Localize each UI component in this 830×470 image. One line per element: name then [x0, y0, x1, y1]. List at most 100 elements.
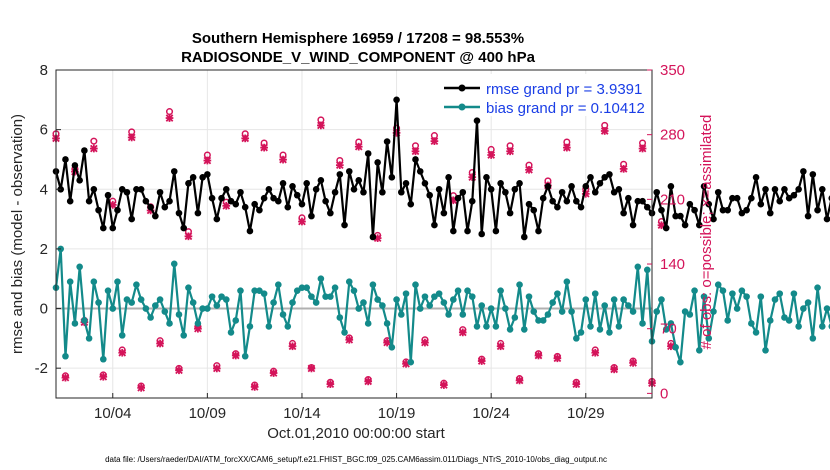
bias-point	[686, 311, 694, 318]
rmse-point	[118, 185, 126, 193]
bias-point	[696, 346, 703, 354]
bias-point	[464, 287, 471, 294]
obs-assimilated-marker	[591, 348, 600, 357]
rmse-point	[204, 171, 211, 178]
rmse-point	[161, 203, 169, 211]
bias-point	[591, 290, 599, 297]
bias-point	[308, 293, 315, 300]
obs-assimilated-marker	[496, 342, 505, 351]
rmse-point	[766, 209, 774, 217]
bias-point	[85, 335, 93, 342]
rmse-point	[336, 171, 344, 178]
bias-point	[322, 293, 329, 300]
rmse-point	[256, 206, 263, 214]
bias-point	[511, 314, 519, 321]
obs-assimilated-marker	[572, 380, 581, 388]
rmse-point	[109, 224, 117, 232]
bias-point	[606, 329, 613, 336]
rmse-point	[729, 194, 736, 202]
bias-point	[137, 296, 145, 303]
rmse-point	[710, 215, 717, 223]
rmse-point	[625, 194, 632, 202]
bias-point	[818, 323, 826, 330]
rmse-point	[554, 203, 561, 211]
obs-assimilated-marker	[506, 147, 514, 156]
bias-point	[823, 305, 830, 312]
obs-assimilated-marker	[127, 133, 136, 142]
rmse-point	[643, 203, 651, 211]
bias-point	[336, 314, 344, 321]
obs-assimilated-marker	[619, 165, 628, 173]
rmse-point	[615, 185, 623, 193]
bias-point	[468, 293, 476, 300]
x-axis-label: Oct.01,2010 00:00:00 start	[267, 425, 445, 442]
rmse-point	[743, 206, 750, 214]
obs-assimilated-marker	[61, 373, 70, 382]
rmse-point	[388, 174, 396, 181]
obs-assimilated-marker	[108, 201, 117, 209]
rmse-point	[85, 197, 93, 205]
rmse-point	[516, 180, 523, 187]
rmse-point	[771, 185, 779, 193]
obs-assimilated-marker	[345, 335, 354, 344]
rmse-point	[677, 212, 684, 220]
obs-assimilated-marker	[487, 151, 496, 159]
bias-point	[270, 299, 277, 306]
bias-point	[275, 281, 282, 288]
bias-point	[166, 320, 173, 327]
bias-point	[360, 299, 367, 306]
rmse-point	[312, 185, 320, 193]
rmse-point	[530, 206, 538, 214]
obs-assimilated-marker	[298, 217, 306, 226]
legend-bias-marker	[458, 103, 466, 111]
rmse-point	[653, 188, 661, 196]
bias-point	[809, 335, 817, 342]
obs-assimilated-marker	[241, 134, 250, 143]
rmse-point	[180, 224, 188, 232]
rmse-series	[52, 96, 830, 241]
bias-point	[161, 308, 169, 315]
bias-point	[492, 323, 500, 330]
bias-point	[152, 302, 159, 309]
rmse-point	[601, 174, 608, 181]
bias-point	[473, 323, 481, 330]
rmse-point	[421, 180, 429, 187]
bias-point	[634, 263, 642, 271]
rmse-point	[468, 197, 476, 205]
right-y-tick-label: 70	[660, 321, 677, 338]
rmse-point	[95, 206, 102, 214]
bias-series	[52, 245, 830, 366]
rmse-point	[558, 188, 566, 196]
bias-point	[672, 344, 679, 351]
rmse-point	[379, 188, 386, 196]
bias-point	[440, 299, 448, 306]
bias-point	[563, 278, 571, 286]
bias-point	[506, 326, 514, 333]
rmse-point	[776, 197, 784, 205]
rmse-point	[350, 185, 358, 193]
legend: rmse grand pr = 3.9391 bias grand pr = 0…	[440, 74, 650, 117]
rmse-point	[166, 197, 173, 205]
bias-point	[629, 308, 637, 315]
bias-point	[256, 287, 263, 294]
rmse-point	[265, 185, 273, 193]
x-tick-label: 10/04	[94, 405, 132, 422]
rmse-point	[147, 203, 154, 211]
bias-point	[393, 296, 400, 303]
obs-assimilated-marker	[184, 232, 193, 241]
bias-point	[222, 296, 230, 303]
obs-assimilated-marker	[638, 144, 647, 153]
bias-point	[762, 346, 769, 354]
rmse-point	[189, 174, 197, 181]
rmse-point	[123, 188, 131, 196]
bias-point	[421, 293, 429, 300]
bias-point	[677, 358, 684, 366]
rmse-point	[222, 185, 230, 193]
legend-bias-label: bias grand pr = 0.10412	[486, 100, 645, 117]
bias-point	[483, 323, 490, 330]
bias-point	[790, 290, 798, 297]
chart-title: Southern Hemisphere 16959 / 17208 = 98.5…	[192, 30, 524, 47]
y-tick-label: 2	[40, 241, 48, 258]
rmse-point	[104, 191, 112, 199]
rmse-point	[445, 174, 452, 181]
